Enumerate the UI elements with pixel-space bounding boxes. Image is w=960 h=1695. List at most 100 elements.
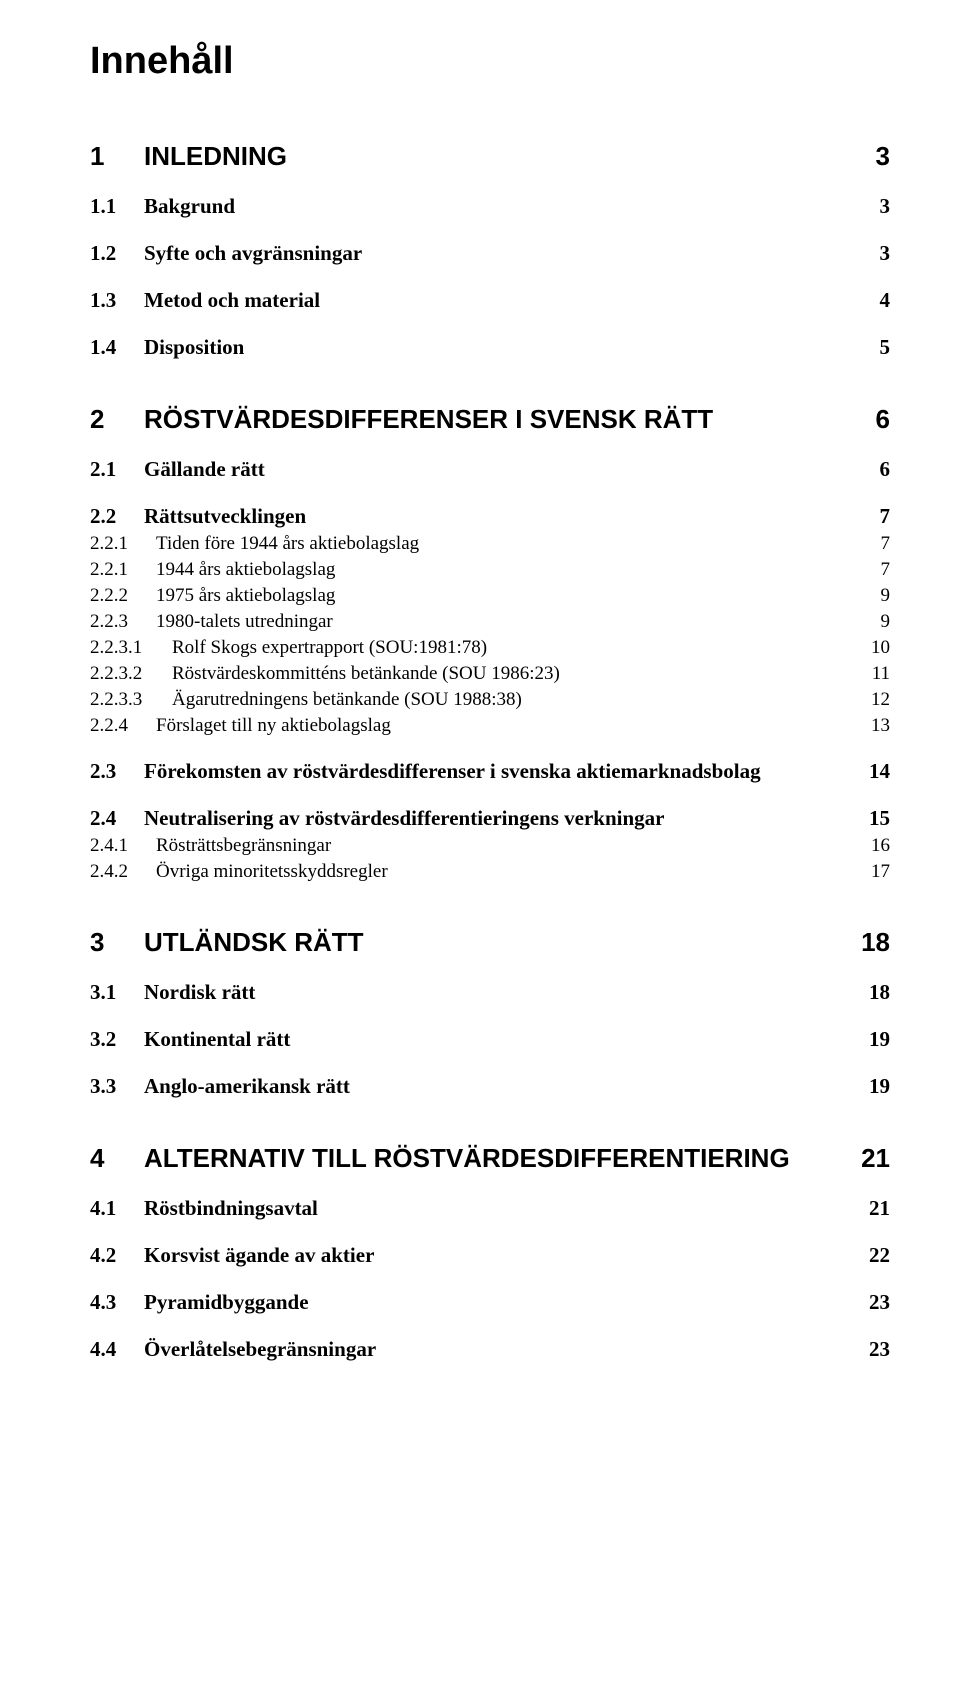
toc-entry-number: 4 — [90, 1143, 144, 1174]
toc-entry: 2.1Gällande rätt 6 — [90, 457, 890, 482]
toc-entry-page: 16 — [860, 835, 890, 857]
toc-entry: 2.4.1Rösträttsbegränsningar 16 — [90, 835, 890, 857]
toc-entry-label: 1944 års aktiebolagslag — [156, 559, 335, 581]
toc-entry-page: 23 — [860, 1290, 890, 1315]
toc-entry-page: 6 — [860, 404, 890, 435]
toc-entry-number: 2.2.4 — [90, 715, 156, 737]
toc-entry: 2.2.31980-talets utredningar 9 — [90, 611, 890, 633]
toc-entry-label: Tiden före 1944 års aktiebolagslag — [156, 533, 419, 555]
toc-entry-number: 2.4.1 — [90, 835, 156, 857]
toc-entry-label: Neutralisering av röstvärdesdifferentier… — [144, 806, 664, 831]
toc-entry-page: 7 — [860, 504, 890, 529]
toc-entry: 2.2.3.1Rolf Skogs expertrapport (SOU:198… — [90, 637, 890, 659]
toc-entry-label: Förekomsten av röstvärdesdifferenser i s… — [144, 759, 761, 784]
toc-entry-label: RÖSTVÄRDESDIFFERENSER I SVENSK RÄTT — [144, 404, 713, 435]
toc-entry-number: 2.2.3.3 — [90, 689, 172, 711]
toc-entry-page: 21 — [860, 1196, 890, 1221]
toc-entry-page: 12 — [860, 689, 890, 711]
toc-entry-page: 3 — [860, 194, 890, 219]
toc-entry-label: Överlåtelsebegränsningar — [144, 1337, 376, 1362]
toc-entry-page: 21 — [860, 1143, 890, 1174]
toc-entry: 2RÖSTVÄRDESDIFFERENSER I SVENSK RÄTT 6 — [90, 404, 890, 435]
toc-entry-label: 1980-talets utredningar — [156, 611, 333, 633]
toc-entry-label: Rättsutvecklingen — [144, 504, 306, 529]
toc-entry-label: Disposition — [144, 335, 244, 360]
toc-entry-page: 10 — [860, 637, 890, 659]
toc-entry: 2.2.11944 års aktiebolagslag 7 — [90, 559, 890, 581]
toc-entry: 1.2Syfte och avgränsningar 3 — [90, 241, 890, 266]
toc-entry-number: 2.3 — [90, 759, 144, 784]
toc-entry: 4.3Pyramidbyggande 23 — [90, 1290, 890, 1315]
toc-entry-page: 18 — [860, 980, 890, 1005]
toc-entry-label: INLEDNING — [144, 141, 287, 172]
toc-entry-page: 15 — [860, 806, 890, 831]
toc-entry-label: Korsvist ägande av aktier — [144, 1243, 374, 1268]
toc-entry: 2.2Rättsutvecklingen 7 — [90, 504, 890, 529]
toc-entry: 2.3Förekomsten av röstvärdesdifferenser … — [90, 759, 890, 784]
toc-entry-page: 9 — [860, 611, 890, 633]
toc-entry-label: Kontinental rätt — [144, 1027, 290, 1052]
toc-entry-page: 7 — [860, 533, 890, 555]
toc-entry: 1.1Bakgrund3 — [90, 194, 890, 219]
toc-entry-page: 19 — [860, 1074, 890, 1099]
toc-entry-number: 2.2.2 — [90, 585, 156, 607]
toc-entry-number: 2.2.3.1 — [90, 637, 172, 659]
toc-entry-number: 1.2 — [90, 241, 144, 266]
toc-entry-label: Anglo-amerikansk rätt — [144, 1074, 350, 1099]
toc-entry-page: 17 — [860, 861, 890, 883]
toc-entry: 2.4.2Övriga minoritetsskyddsregler 17 — [90, 861, 890, 883]
page-title: Innehåll — [90, 40, 890, 83]
toc-entry-page: 11 — [860, 663, 890, 685]
table-of-contents: 1INLEDNING31.1Bakgrund31.2Syfte och avgr… — [90, 141, 890, 1362]
toc-entry: 2.2.1Tiden före 1944 års aktiebolagslag 7 — [90, 533, 890, 555]
toc-entry: 1.3Metod och material4 — [90, 288, 890, 313]
toc-entry-number: 4.2 — [90, 1243, 144, 1268]
toc-entry-number: 2.2 — [90, 504, 144, 529]
toc-entry-label: 1975 års aktiebolagslag — [156, 585, 335, 607]
toc-entry-number: 2.4.2 — [90, 861, 156, 883]
toc-entry-number: 3.1 — [90, 980, 144, 1005]
toc-entry-page: 6 — [860, 457, 890, 482]
toc-entry-page: 23 — [860, 1337, 890, 1362]
toc-entry-number: 2.2.3.2 — [90, 663, 172, 685]
toc-entry-number: 2.1 — [90, 457, 144, 482]
toc-entry-page: 22 — [860, 1243, 890, 1268]
toc-entry-label: Rösträttsbegränsningar — [156, 835, 331, 857]
toc-entry: 2.4Neutralisering av röstvärdesdifferent… — [90, 806, 890, 831]
toc-entry-number: 3 — [90, 927, 144, 958]
toc-entry-label: Syfte och avgränsningar — [144, 241, 362, 266]
toc-entry-label: Rolf Skogs expertrapport (SOU:1981:78) — [172, 637, 487, 659]
toc-entry: 3.2Kontinental rätt 19 — [90, 1027, 890, 1052]
toc-entry-number: 2.2.3 — [90, 611, 156, 633]
toc-entry-label: Pyramidbyggande — [144, 1290, 309, 1315]
toc-entry: 3UTLÄNDSK RÄTT18 — [90, 927, 890, 958]
toc-entry-page: 3 — [860, 141, 890, 172]
toc-entry-number: 4.3 — [90, 1290, 144, 1315]
toc-entry-number: 2.2.1 — [90, 533, 156, 555]
toc-entry-label: ALTERNATIV TILL RÖSTVÄRDESDIFFERENTIERIN… — [144, 1143, 790, 1174]
toc-entry-number: 2.2.1 — [90, 559, 156, 581]
toc-entry: 2.2.4Förslaget till ny aktiebolagslag 13 — [90, 715, 890, 737]
toc-entry-page: 18 — [860, 927, 890, 958]
toc-entry-number: 4.1 — [90, 1196, 144, 1221]
toc-entry: 4.1Röstbindningsavtal21 — [90, 1196, 890, 1221]
toc-entry: 3.1Nordisk rätt18 — [90, 980, 890, 1005]
toc-entry-number: 4.4 — [90, 1337, 144, 1362]
toc-entry-label: Övriga minoritetsskyddsregler — [156, 861, 388, 883]
toc-entry-number: 3.2 — [90, 1027, 144, 1052]
toc-entry: 2.2.3.3Ägarutredningens betänkande (SOU … — [90, 689, 890, 711]
toc-entry-page: 7 — [860, 559, 890, 581]
toc-entry-label: Förslaget till ny aktiebolagslag — [156, 715, 391, 737]
toc-entry-number: 1 — [90, 141, 144, 172]
toc-entry: 4ALTERNATIV TILL RÖSTVÄRDESDIFFERENTIERI… — [90, 1143, 890, 1174]
toc-entry-page: 3 — [860, 241, 890, 266]
toc-entry-page: 13 — [860, 715, 890, 737]
toc-entry-label: Metod och material — [144, 288, 320, 313]
toc-entry-number: 2 — [90, 404, 144, 435]
toc-entry-page: 19 — [860, 1027, 890, 1052]
toc-entry-label: Gällande rätt — [144, 457, 265, 482]
toc-entry-label: Ägarutredningens betänkande (SOU 1988:38… — [172, 689, 522, 711]
toc-entry-number: 1.1 — [90, 194, 144, 219]
toc-entry: 2.2.21975 års aktiebolagslag9 — [90, 585, 890, 607]
toc-entry: 1.4Disposition5 — [90, 335, 890, 360]
